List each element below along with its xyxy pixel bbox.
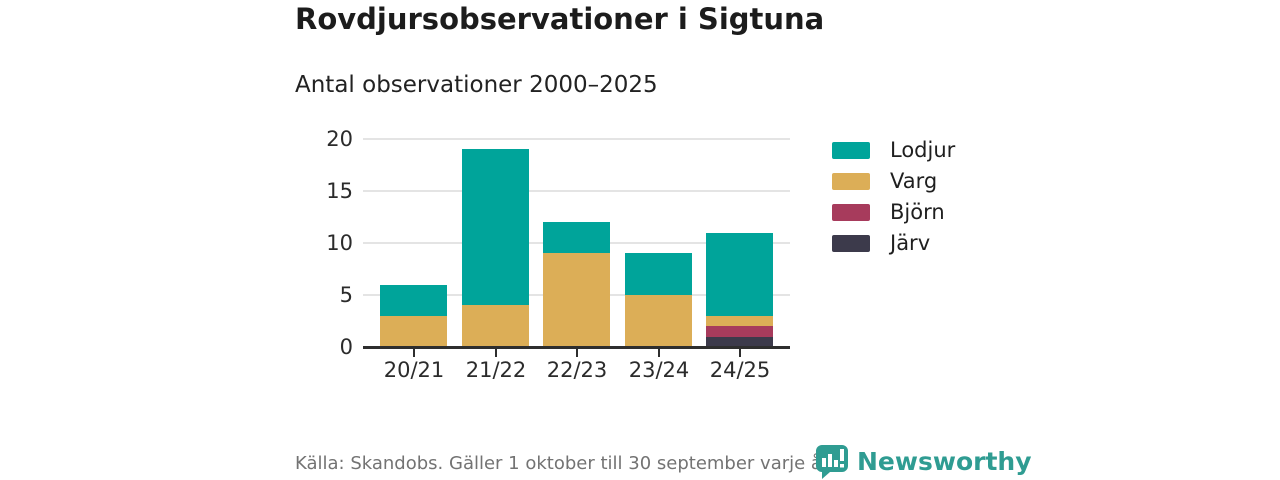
bar-segment-björn bbox=[706, 326, 773, 337]
newsworthy-logo: Newsworthy bbox=[815, 444, 1032, 479]
bar-segment-varg bbox=[706, 316, 773, 326]
x-tick-label: 21/22 bbox=[465, 358, 527, 382]
bar-segment-lodjur bbox=[462, 149, 529, 305]
brand-name: Newsworthy bbox=[857, 447, 1032, 476]
x-tick-label: 24/25 bbox=[709, 358, 771, 382]
y-tick-label: 10 bbox=[326, 231, 353, 255]
bar-segment-lodjur bbox=[706, 233, 773, 316]
bar-segment-varg bbox=[543, 253, 610, 347]
y-tick-label: 20 bbox=[326, 127, 353, 151]
chart-subtitle: Antal observationer 2000–2025 bbox=[295, 72, 658, 98]
y-tick-label: 0 bbox=[339, 335, 353, 359]
bar-segment-lodjur bbox=[543, 222, 610, 253]
y-tick-label: 15 bbox=[326, 179, 353, 203]
bar-segment-varg bbox=[625, 295, 692, 347]
y-tick-label: 5 bbox=[339, 283, 353, 307]
bar-segment-järv bbox=[706, 337, 773, 347]
legend-swatch-björn bbox=[832, 203, 870, 221]
legend-label: Varg bbox=[890, 169, 938, 193]
x-tick-label: 22/23 bbox=[546, 358, 608, 382]
legend-swatch-järv bbox=[832, 234, 870, 252]
gridline bbox=[363, 190, 790, 192]
source-note: Källa: Skandobs. Gäller 1 oktober till 3… bbox=[295, 453, 834, 474]
x-tick-mark bbox=[658, 349, 660, 357]
bar-segment-lodjur bbox=[380, 285, 447, 316]
chart-title: Rovdjursobservationer i Sigtuna bbox=[295, 2, 825, 36]
legend-item-järv: Järv bbox=[832, 231, 955, 255]
x-tick-mark bbox=[413, 349, 415, 357]
x-axis-line bbox=[363, 346, 790, 349]
x-tick-label: 23/24 bbox=[628, 358, 690, 382]
x-tick-mark bbox=[495, 349, 497, 357]
legend-swatch-lodjur bbox=[832, 141, 870, 159]
x-tick-label: 20/21 bbox=[383, 358, 445, 382]
legend-label: Järv bbox=[890, 231, 931, 255]
x-tick-mark bbox=[739, 349, 741, 357]
newsworthy-bubble-chart-icon bbox=[816, 445, 848, 479]
legend-item-björn: Björn bbox=[832, 200, 955, 224]
legend-label: Björn bbox=[890, 200, 945, 224]
legend: Lodjur Varg Björn Järv bbox=[832, 138, 956, 255]
bar-segment-varg bbox=[462, 305, 529, 347]
bar-segment-lodjur bbox=[625, 253, 692, 295]
gridline bbox=[363, 138, 790, 140]
legend-swatch-varg bbox=[832, 172, 870, 190]
legend-item-lodjur: Lodjur bbox=[832, 138, 956, 162]
legend-item-varg: Varg bbox=[832, 169, 955, 193]
legend-label: Lodjur bbox=[890, 138, 956, 162]
x-tick-mark bbox=[576, 349, 578, 357]
bar-segment-varg bbox=[380, 316, 447, 347]
